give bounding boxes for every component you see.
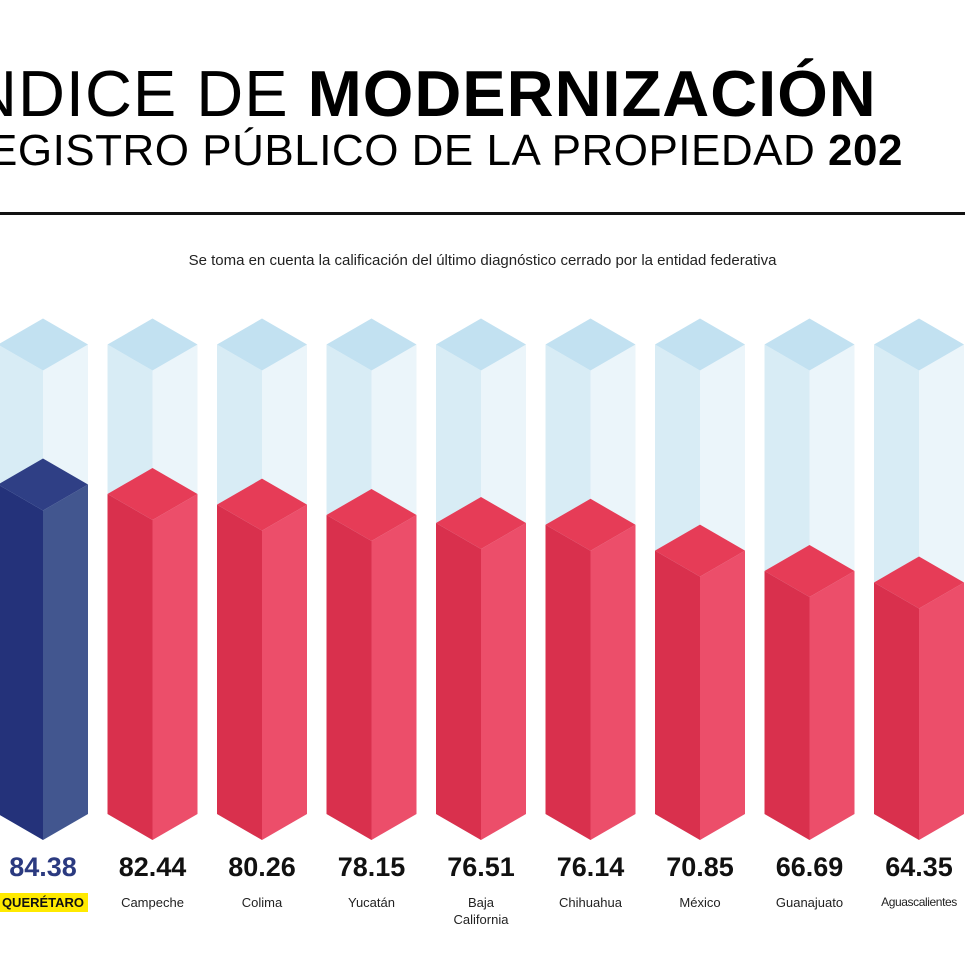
bar-value-label: 84.38 xyxy=(9,852,77,882)
bar-value-label: 66.69 xyxy=(775,852,844,882)
ghost-bar-top-face xyxy=(874,318,964,371)
bar-top-face xyxy=(764,545,855,598)
category-label: QUERÉTARO xyxy=(0,893,98,912)
bar-value-label: 80.26 xyxy=(228,852,296,882)
category-label: Campeche xyxy=(121,895,184,910)
bar-right-face xyxy=(700,550,745,840)
ghost-bar-top-face xyxy=(545,318,636,371)
category-label: Yucatán xyxy=(348,895,395,910)
bar-left-face xyxy=(0,485,43,840)
bar-right-face xyxy=(371,514,417,840)
category-label: Aguascalientes xyxy=(881,895,957,909)
bar-value-label: 82.44 xyxy=(118,852,187,882)
bar-right-face xyxy=(809,571,855,840)
title-divider xyxy=(0,212,965,215)
bar-top-face xyxy=(217,478,307,531)
bar-right-face xyxy=(481,522,526,840)
bar-right-face xyxy=(919,582,964,840)
ghost-bar-top-face xyxy=(326,318,417,371)
bar-left-face xyxy=(545,524,591,840)
bar-left-face xyxy=(874,582,919,840)
category-label: Chihuahua xyxy=(559,895,622,910)
ghost-bar-top-face xyxy=(107,318,198,371)
bar-value-label: 76.14 xyxy=(556,852,625,882)
title-light-part: NDICE DE xyxy=(0,57,308,130)
bar-left-face xyxy=(326,514,372,840)
title-bold-part: MODERNIZACIÓN xyxy=(307,57,877,130)
bar-left-face xyxy=(436,522,481,840)
bar-right-face xyxy=(43,484,88,840)
chart-title-line2: EGISTRO PÚBLICO DE LA PROPIEDAD 202 xyxy=(0,125,903,177)
bar-right-face xyxy=(590,524,636,840)
bar-left-face xyxy=(764,571,810,840)
ghost-bar-top-face xyxy=(0,318,88,371)
bar-top-face xyxy=(545,498,636,551)
bar-top-face xyxy=(0,458,88,511)
bar-top-face xyxy=(326,488,417,541)
bar-left-face xyxy=(217,504,262,840)
ghost-bar-top-face xyxy=(764,318,855,371)
category-label: Guanajuato xyxy=(775,895,844,910)
bar-right-face xyxy=(152,493,198,840)
bar-right-face xyxy=(262,504,307,840)
bar-top-face xyxy=(107,467,198,520)
category-label: Baja California xyxy=(453,895,509,927)
title2-year-part: 202 xyxy=(828,126,903,175)
category-label: México xyxy=(679,895,721,910)
bar-top-face xyxy=(874,556,964,609)
bar-top-face xyxy=(436,496,526,549)
ghost-bar-top-face xyxy=(655,318,745,371)
bar-value-label: 70.85 xyxy=(666,852,734,882)
ghost-bar-top-face xyxy=(217,318,307,371)
bar-value-label: 76.51 xyxy=(447,852,515,882)
title2-light-part: EGISTRO PÚBLICO DE LA PROPIEDAD xyxy=(0,126,828,175)
bar-left-face xyxy=(655,550,700,840)
ghost-bar-top-face xyxy=(436,318,526,371)
bar-top-face xyxy=(655,524,745,577)
bar-value-label: 78.15 xyxy=(337,852,406,882)
bar-value-label: 64.35 xyxy=(885,852,953,882)
chart-subtitle: Se toma en cuenta la calificación del úl… xyxy=(188,252,777,269)
bar-left-face xyxy=(107,493,153,840)
category-label: Colima xyxy=(241,895,283,910)
chart-title-line1: NDICE DE MODERNIZACIÓN xyxy=(0,58,877,130)
